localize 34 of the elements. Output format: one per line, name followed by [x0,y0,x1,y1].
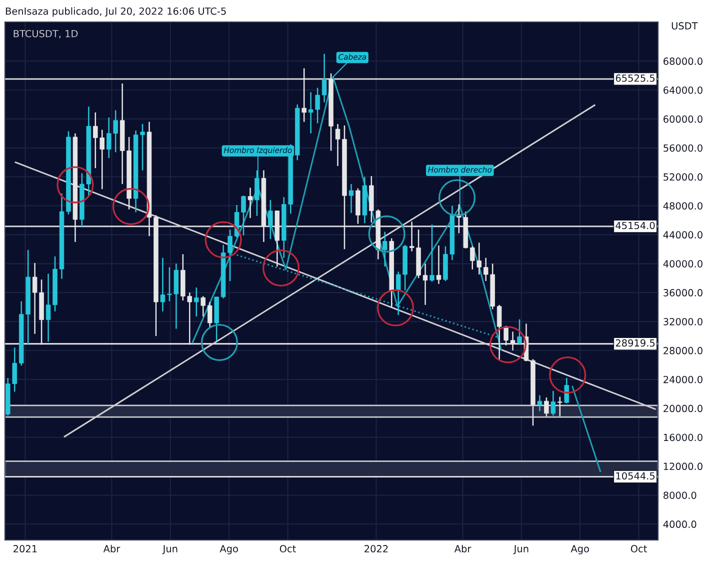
y-tick-label: 28000.0 [664,346,702,354]
x-tick-label: Abr [454,544,472,552]
y-tick-label: 48000.0 [663,202,702,210]
x-tick-label: 2022 [364,545,388,552]
y-tick-label: 12000.0 [664,462,702,470]
text: BTCUSDT, 1D [14,30,78,38]
y-tick-label: 20000.0 [664,404,702,412]
x-tick-label: Oct [280,545,296,552]
ref-line-label: 28919.5 [616,339,655,347]
ref-line-label: 65525.5 [616,74,655,82]
y-tick-label: 32000.0 [664,318,702,326]
text: BenIsaza publicado, Jul 20, 2022 16:06 UTC-5 [6,7,226,17]
x-tick-label: Oct [630,545,647,552]
y-tick-label: 56000.0 [664,144,702,152]
x-tick-label: 2021 [14,545,37,552]
y-tick-label: 24000.0 [664,376,702,384]
x-tick-label: Jun [162,545,178,554]
ref-line-label: 45154.0 [616,222,655,230]
x-tick-label: Ago [570,545,589,554]
y-tick-label: 64000.0 [664,86,702,94]
x-tick-label: Abr [103,544,120,552]
y-tick-label: 40000.0 [663,260,702,268]
x-tick-label: Jun [513,545,528,554]
y-tick-label: 44000.0 [663,231,702,239]
x-tick-label: Ago [220,545,238,554]
y-tick-label: 60000.0 [664,115,702,123]
y-tick-label: 16000.0 [664,434,702,442]
y-axis-title: USDT [672,22,698,30]
y-tick-label: 52000.0 [664,173,702,181]
y-tick-label: 68000.0 [664,58,702,65]
y-tick-label: 4000.0 [663,520,696,528]
y-tick-label: 36000.0 [664,289,702,296]
y-tick-label: 8000.0 [664,492,696,499]
ref-line-label: 10544.5 [616,472,655,480]
